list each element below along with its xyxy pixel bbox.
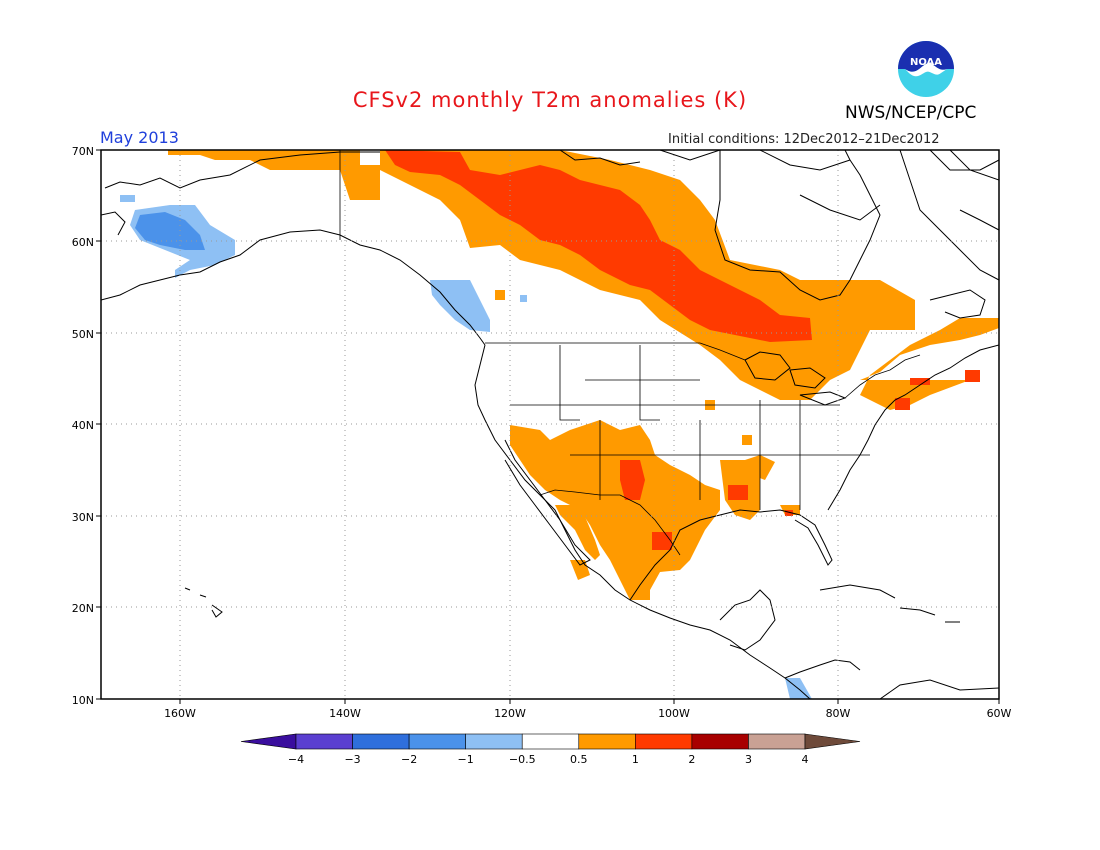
- color-bar-label: 1: [632, 753, 639, 766]
- lat-label: 20N: [72, 602, 94, 615]
- color-bar-box: [295, 733, 353, 750]
- color-bar-label: −3: [344, 753, 360, 766]
- political-borders: [339, 150, 921, 556]
- logo-text: NOAA: [910, 57, 942, 68]
- cold-anomaly-blue: [120, 195, 812, 699]
- coastlines: [101, 150, 999, 699]
- color-bar-box: [521, 733, 580, 750]
- lat-label: 50N: [72, 328, 94, 341]
- color-bar-box: [748, 733, 806, 750]
- lat-label: 70N: [72, 145, 94, 158]
- color-bar-box: [691, 733, 749, 750]
- initial-conditions-label: Initial conditions: 12Dec2012–21Dec2012: [668, 132, 940, 147]
- lon-label: 100W: [658, 707, 690, 720]
- color-bar-box: [352, 733, 410, 750]
- color-bar: [240, 733, 861, 750]
- color-bar-labels: −4 −3 −2 −1 −0.5 0.5 1 2 3 4: [288, 753, 809, 766]
- color-bar-label: −4: [288, 753, 304, 766]
- color-bar-label: 2: [688, 753, 695, 766]
- color-bar-label: −2: [401, 753, 417, 766]
- lon-label: 80W: [826, 707, 851, 720]
- lat-label: 10N: [72, 694, 94, 707]
- color-bar-box: [465, 733, 523, 750]
- noaa-logo: NOAA: [897, 40, 955, 98]
- valid-month-label: May 2013: [100, 128, 179, 147]
- latitude-labels: 10N 20N 30N 40N 50N 60N 70N: [72, 145, 94, 707]
- lat-label: 30N: [72, 511, 94, 524]
- anomaly-shading: [120, 150, 999, 699]
- color-bar-label: 3: [745, 753, 752, 766]
- lon-label: 60W: [987, 707, 1012, 720]
- color-bar-box: [635, 733, 693, 750]
- tick-marks: [96, 149, 1000, 704]
- color-bar-label: −1: [458, 753, 474, 766]
- lon-label: 140W: [329, 707, 361, 720]
- lon-label: 160W: [164, 707, 196, 720]
- lon-label: 120W: [494, 707, 526, 720]
- color-bar-arrow-high: [804, 733, 861, 750]
- longitude-labels: 160W 140W 120W 100W 80W 60W: [164, 707, 1011, 720]
- color-bar-label: −0.5: [509, 753, 536, 766]
- color-bar-box: [578, 733, 636, 750]
- color-bar-label: 0.5: [570, 753, 588, 766]
- lat-label: 60N: [72, 236, 94, 249]
- color-bar-label: 4: [802, 753, 809, 766]
- warm-anomaly-red: [385, 150, 980, 550]
- organization-label: NWS/NCEP/CPC: [845, 103, 977, 123]
- lat-label: 40N: [72, 419, 94, 432]
- color-bar-arrow-low: [240, 733, 297, 750]
- color-bar-box: [408, 733, 466, 750]
- chart-title: CFSv2 monthly T2m anomalies (K): [352, 88, 748, 112]
